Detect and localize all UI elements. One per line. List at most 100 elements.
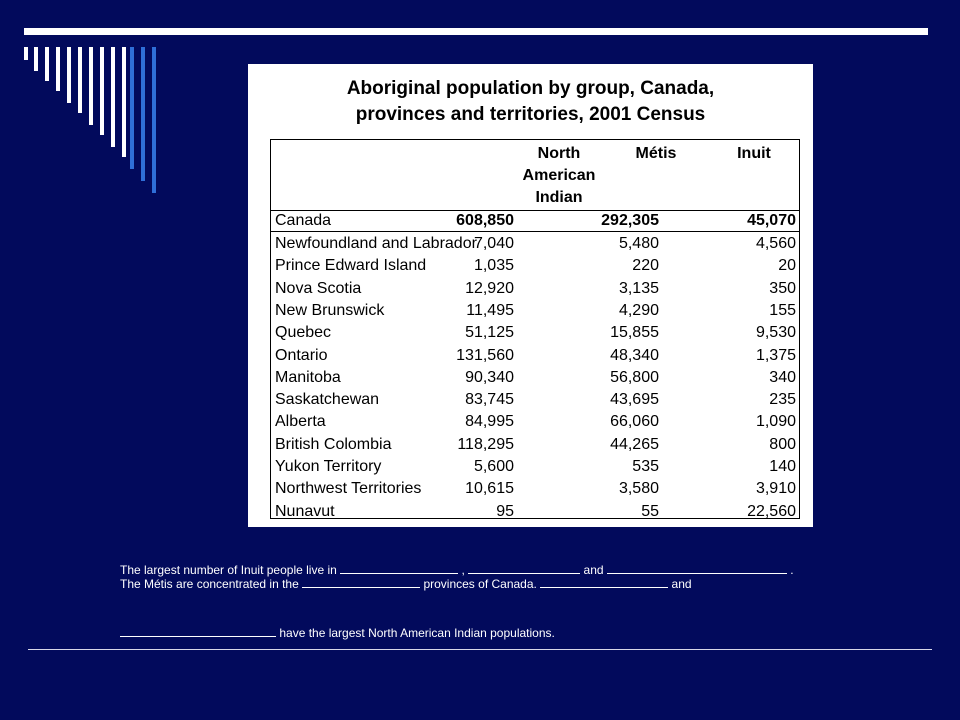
header-inuit: Inuit <box>737 145 771 162</box>
row-nai: 131,560 <box>456 346 514 364</box>
row-metis: 3,580 <box>618 480 659 498</box>
canada-metis: 292,305 <box>601 212 659 229</box>
blank-1[interactable] <box>340 562 459 574</box>
caption-and: and <box>583 563 604 577</box>
decorative-bar <box>89 47 93 125</box>
row-metis: 66,060 <box>610 413 659 431</box>
header-nai-line1: North <box>537 145 581 162</box>
header-nai-line2: American <box>522 167 596 184</box>
row-metis: 220 <box>632 257 659 275</box>
row-metis: 55 <box>641 502 659 520</box>
blank-4[interactable] <box>302 576 421 588</box>
decorative-bar <box>100 47 104 135</box>
row-nai: 12,920 <box>465 279 514 297</box>
row-inuit: 1,090 <box>755 413 796 431</box>
row-name: New Brunswick <box>275 301 385 319</box>
table-row: New Brunswick 11,495 4,290 155 <box>271 300 799 322</box>
row-name: Yukon Territory <box>275 458 382 475</box>
row-metis: 3,135 <box>618 279 659 297</box>
top-divider <box>24 28 928 35</box>
row-name: Manitoba <box>275 368 341 386</box>
blank-6[interactable] <box>120 625 276 637</box>
header-nai-line3: Indian <box>535 189 583 206</box>
row-nai: 83,745 <box>465 391 514 409</box>
table-row: Quebec 51,125 15,855 9,530 <box>271 322 799 344</box>
header-north-american-indian: North American Indian <box>499 143 619 209</box>
table-row: Nova Scotia 12,920 3,135 350 <box>271 278 799 300</box>
row-metis: 4,290 <box>618 301 659 319</box>
row-name: Newfoundland and Labrador <box>275 235 477 252</box>
table-row: Nunavut 95 55 22,560 <box>271 501 799 523</box>
row-nai: 1,035 <box>473 257 514 275</box>
row-inuit: 9,530 <box>755 324 796 342</box>
row-inuit: 350 <box>769 279 796 297</box>
canada-nai: 608,850 <box>456 212 514 229</box>
bottom-divider <box>28 649 932 650</box>
row-inuit: 20 <box>778 257 796 275</box>
table-row: Newfoundland and Labrador 7,040 5,480 4,560 <box>271 233 799 255</box>
blank-2[interactable] <box>468 562 581 574</box>
table-title-line2: provinces and territories, 2001 Census <box>355 104 706 125</box>
row-inuit: 4,560 <box>755 235 796 252</box>
row-name: Nunavut <box>275 502 335 520</box>
row-metis: 15,855 <box>610 324 659 342</box>
caption-text: The Métis are concentrated in the <box>120 577 299 591</box>
caption-text: The largest number of Inuit people live … <box>120 563 337 577</box>
row-nai: 118,295 <box>457 435 514 453</box>
caption-and: and <box>671 577 692 591</box>
decorative-bar <box>141 47 145 181</box>
row-nai: 10,615 <box>465 480 514 498</box>
caption-separator: , <box>461 563 465 577</box>
caption-line-3: have the largest North American Indian p… <box>120 625 555 640</box>
row-inuit: 22,560 <box>747 502 796 520</box>
caption-line-1: The largest number of Inuit people live … <box>120 562 794 577</box>
header-metis: Métis <box>635 145 677 162</box>
blank-3[interactable] <box>606 562 787 574</box>
row-name: British Colombia <box>275 435 392 453</box>
row-metis: 44,265 <box>610 435 659 453</box>
row-metis: 56,800 <box>610 368 659 386</box>
decorative-bar <box>122 47 126 157</box>
caption-text: provinces of Canada. <box>423 577 537 591</box>
row-inuit: 1,375 <box>755 346 796 364</box>
decorative-bar <box>130 47 134 169</box>
table-row: British Colombia 118,295 44,265 800 <box>271 434 799 456</box>
row-nai: 5,600 <box>473 458 514 475</box>
row-metis: 48,340 <box>610 346 659 364</box>
caption-line-2: The Métis are concentrated in the provin… <box>120 576 692 591</box>
row-nai: 95 <box>496 502 514 520</box>
decorative-bar <box>152 47 156 193</box>
population-table-image: Aboriginal population by group, Canada, … <box>248 64 813 527</box>
row-name: Prince Edward Island <box>275 257 427 275</box>
blank-5[interactable] <box>540 576 669 588</box>
row-name: Quebec <box>275 324 332 342</box>
row-metis: 535 <box>632 458 659 475</box>
row-name: Saskatchewan <box>275 391 380 409</box>
row-inuit: 800 <box>769 435 796 453</box>
decorative-bar <box>111 47 115 147</box>
decorative-bar <box>78 47 82 113</box>
canada-inuit: 45,070 <box>747 212 796 229</box>
table-title-line1: Aboriginal population by group, Canada, <box>346 78 715 99</box>
row-nai: 90,340 <box>465 368 514 386</box>
table-row: Manitoba 90,340 56,800 340 <box>271 367 799 389</box>
caption-period: . <box>790 563 794 577</box>
decorative-bar <box>45 47 49 81</box>
row-inuit: 3,910 <box>755 480 796 498</box>
row-inuit: 235 <box>769 391 796 409</box>
decorative-bar <box>34 47 38 71</box>
table-row: Ontario 131,560 48,340 1,375 <box>271 345 799 367</box>
table-row: Prince Edward Island 1,035 220 20 <box>271 255 799 277</box>
table-row: Alberta 84,995 66,060 1,090 <box>271 411 799 433</box>
row-nai: 84,995 <box>465 413 514 431</box>
table-title: Aboriginal population by group, Canada, … <box>248 76 813 128</box>
row-nai: 7,040 <box>473 235 514 252</box>
table-row-canada: Canada 608,850 292,305 45,070 <box>271 210 799 232</box>
decorative-bar <box>24 47 28 60</box>
row-name: Northwest Territories <box>275 480 422 498</box>
row-name: Alberta <box>275 413 326 431</box>
table-header-row: North American Indian Métis Inuit <box>271 140 799 211</box>
caption-text: have the largest North American Indian p… <box>279 626 555 640</box>
row-nai: 11,495 <box>466 301 514 319</box>
row-inuit: 140 <box>769 458 796 475</box>
